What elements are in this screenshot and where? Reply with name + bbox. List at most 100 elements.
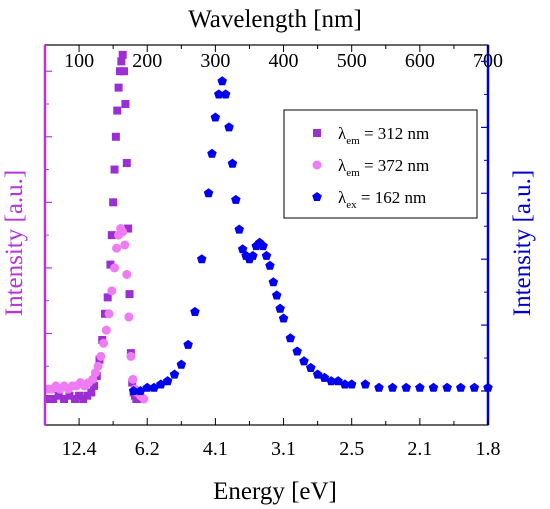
top-tick-label: 600 (405, 50, 435, 72)
data-point (65, 391, 74, 400)
data-point (265, 260, 275, 270)
data-point (49, 395, 58, 403)
bottom-tick-label: 2.1 (407, 438, 432, 460)
data-point (117, 57, 126, 66)
left-axis-title: Intensity [a.u.] (1, 170, 28, 316)
data-point (70, 395, 79, 403)
data-point (197, 254, 207, 264)
bottom-axis-ticks: 12.4 6.2 4.1 3.1 2.5 2.1 1.8 (62, 418, 501, 460)
data-point (120, 240, 130, 250)
legend: λem = 312 nm λem = 372 nm λex = 162 nm (283, 109, 478, 219)
data-point (125, 290, 134, 299)
left-axis-ticks (45, 70, 52, 400)
top-tick-label: 200 (132, 50, 162, 72)
top-tick-label: 500 (337, 50, 367, 72)
data-point (118, 227, 128, 237)
legend-marker (312, 192, 322, 201)
data-point (101, 325, 111, 335)
data-point (292, 346, 302, 356)
data-point (469, 382, 480, 392)
data-point (83, 391, 92, 400)
legend-entry: λem = 312 nm (313, 124, 429, 147)
data-point (415, 382, 425, 392)
data-point (217, 76, 227, 86)
data-point (442, 382, 452, 392)
bottom-axis-title: Energy [eV] (213, 478, 337, 505)
data-point (268, 277, 279, 287)
data-point (54, 391, 63, 400)
data-point (96, 351, 106, 361)
legend-entry: λex = 162 nm (312, 188, 426, 211)
data-point (115, 67, 124, 76)
data-point (104, 309, 114, 319)
bottom-tick-label: 6.2 (135, 438, 160, 460)
data-point (234, 224, 244, 234)
data-point (214, 89, 224, 99)
series-3 (128, 76, 493, 395)
data-point (75, 391, 84, 400)
data-point (111, 132, 120, 141)
data-point (118, 50, 127, 59)
data-point (90, 381, 99, 390)
legend-entry: λem = 372 nm (312, 156, 429, 179)
data-point (258, 241, 268, 251)
data-point (107, 286, 117, 296)
data-point (109, 198, 118, 207)
data-point (87, 388, 96, 397)
data-point (456, 382, 466, 392)
data-point (237, 244, 248, 254)
data-point (60, 395, 69, 403)
data-point (299, 356, 309, 366)
data-point (128, 386, 139, 395)
top-axis-ticks: 100 200 300 400 500 600 700 (64, 45, 503, 72)
data-point (176, 359, 187, 369)
legend-label: λem = 372 nm (338, 156, 429, 179)
data-point (139, 394, 149, 404)
data-point (272, 290, 282, 300)
data-point (114, 83, 123, 92)
top-axis-title: Wavelength [nm] (188, 6, 362, 33)
data-point (285, 333, 296, 343)
bottom-tick-label: 3.1 (271, 438, 296, 460)
data-point (231, 194, 241, 204)
data-point (156, 379, 166, 389)
data-point (387, 382, 398, 392)
data-point (93, 361, 103, 371)
data-point (346, 379, 357, 389)
data-point (99, 338, 109, 348)
plot-marks (43, 50, 493, 404)
data-point (169, 369, 180, 379)
data-point (374, 382, 384, 392)
data-point (106, 260, 115, 269)
data-point (224, 122, 234, 132)
data-point (124, 312, 134, 322)
data-point (428, 382, 439, 392)
data-point (121, 100, 130, 108)
data-point (190, 306, 200, 316)
data-point (248, 250, 258, 260)
data-point (162, 376, 173, 386)
data-point (149, 382, 159, 392)
data-point (227, 158, 238, 168)
data-point (79, 395, 88, 403)
data-point (135, 386, 146, 395)
data-point (207, 148, 217, 158)
data-point (124, 224, 133, 233)
right-axis-ticks (481, 60, 488, 392)
data-point (112, 243, 122, 253)
data-point (306, 362, 316, 372)
data-point (110, 263, 120, 273)
data-point (220, 89, 231, 99)
data-point (360, 379, 371, 389)
data-point (113, 106, 122, 115)
data-point (122, 159, 131, 167)
data-point (128, 374, 138, 384)
legend-marker (312, 160, 322, 170)
data-point (261, 250, 272, 260)
top-tick-label: 100 (64, 50, 94, 72)
legend-marker (313, 129, 321, 137)
data-point (275, 303, 285, 313)
data-point (183, 339, 193, 349)
data-point (278, 313, 289, 323)
data-point (110, 165, 119, 174)
